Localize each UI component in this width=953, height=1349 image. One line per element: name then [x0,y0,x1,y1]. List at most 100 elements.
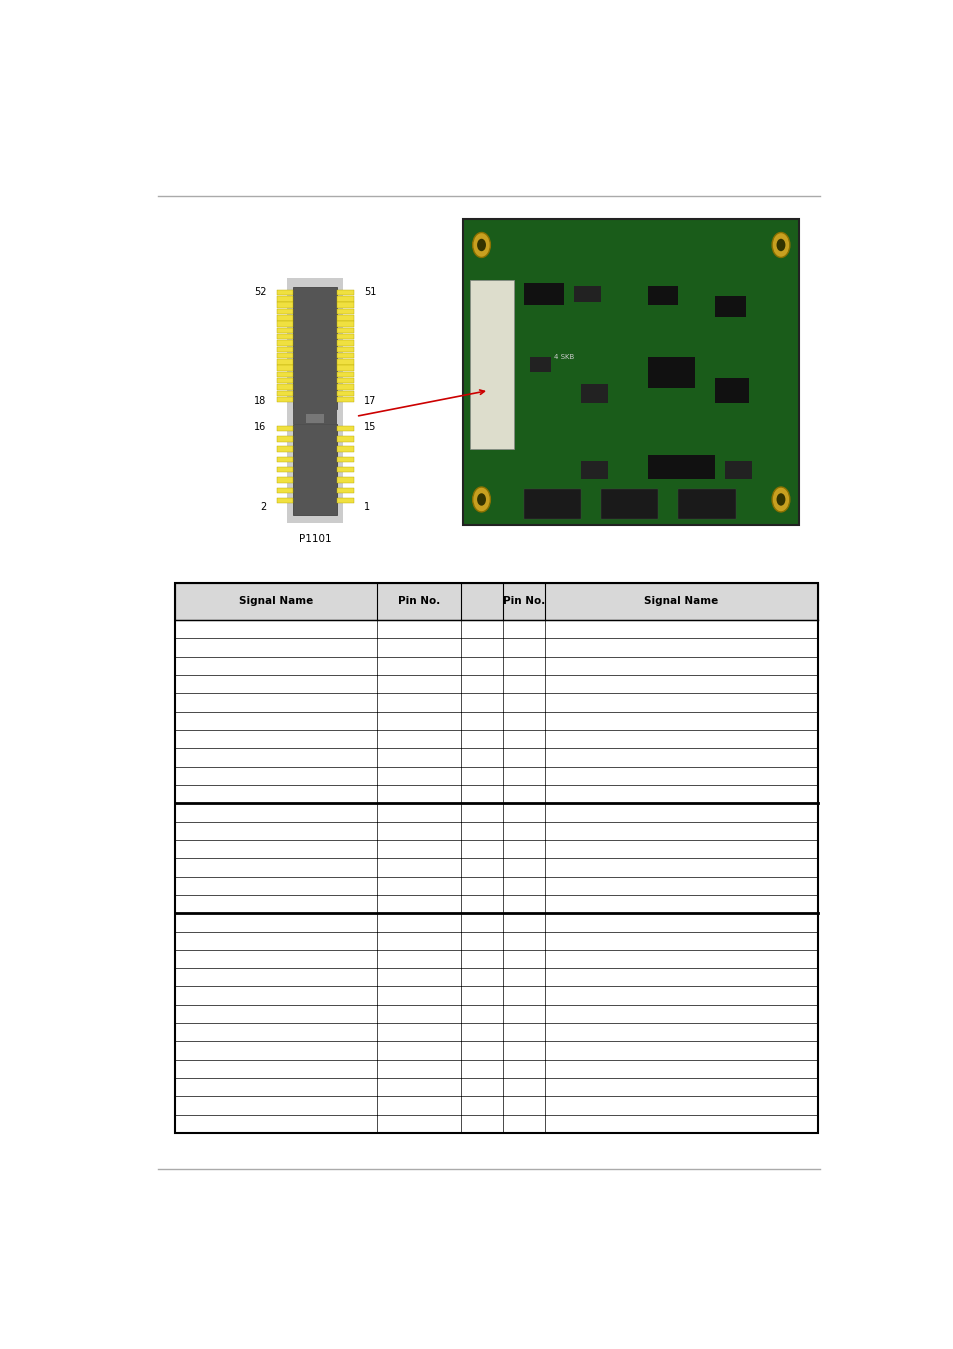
Bar [337,467,354,472]
Bar [337,309,354,314]
Text: 16: 16 [253,422,266,432]
Bar [276,353,293,359]
Text: 18: 18 [253,395,266,406]
Bar [337,321,354,326]
Text: 52: 52 [253,287,266,297]
Bar [337,340,354,345]
Bar [276,426,293,432]
Bar [174,621,817,638]
Bar [337,328,354,333]
Text: 17: 17 [364,395,375,406]
Bar [678,488,735,519]
Bar [174,749,817,766]
Text: P1101: P1101 [298,534,331,544]
Bar [174,711,817,730]
Bar [337,347,354,352]
Bar [337,487,354,492]
Bar [174,583,817,621]
Bar [174,950,817,969]
Bar [337,426,354,432]
Bar [276,372,293,378]
Bar [337,457,354,463]
Circle shape [476,494,485,506]
Bar [276,340,293,345]
Bar [337,447,354,452]
Bar [174,858,817,877]
Bar [337,397,354,402]
Bar [580,384,607,403]
Bar [174,1060,817,1078]
Bar [306,414,324,422]
Bar [276,457,293,463]
Circle shape [776,239,784,251]
Bar [174,1078,817,1097]
Bar [276,378,293,383]
Circle shape [776,494,784,506]
Bar [287,278,343,523]
Text: 4 SKB: 4 SKB [554,353,574,360]
Bar [337,335,354,340]
Bar [293,286,337,409]
Bar [337,391,354,397]
Bar [174,674,817,693]
Bar [174,822,817,840]
Bar [174,803,817,822]
Bar [174,693,817,711]
Bar [174,894,817,913]
Bar [337,498,354,503]
Bar [647,455,715,479]
Bar [276,290,293,295]
Bar [174,1114,817,1133]
Bar [462,219,799,525]
Bar [174,657,817,674]
Bar [293,409,337,424]
Bar [724,461,752,479]
Bar [174,986,817,1005]
Bar [337,359,354,364]
Circle shape [472,232,490,258]
Bar [530,357,550,372]
Bar [174,932,817,950]
Bar [337,384,354,390]
Text: Pin No.: Pin No. [397,596,439,606]
Circle shape [771,487,789,511]
Bar [276,302,293,308]
Bar [276,467,293,472]
Bar [276,321,293,326]
Bar [276,335,293,340]
Bar [574,286,600,302]
Text: 51: 51 [364,287,375,297]
Circle shape [476,239,485,251]
Bar [337,353,354,359]
Bar [174,840,817,858]
Bar [174,877,817,894]
Text: 2: 2 [260,502,266,511]
Bar [276,391,293,397]
Bar [337,297,354,302]
Bar [174,913,817,932]
Bar [276,478,293,483]
Bar [174,638,817,657]
Bar [337,302,354,308]
Bar [174,1097,817,1114]
Bar [276,309,293,314]
Bar [174,1023,817,1041]
Bar [337,378,354,383]
Bar [276,366,293,371]
Bar [276,487,293,492]
Text: Pin No.: Pin No. [502,596,544,606]
Bar [276,397,293,402]
Bar [715,378,748,403]
Circle shape [472,487,490,511]
Bar [276,316,293,321]
Bar [337,372,354,378]
Bar [337,478,354,483]
Text: 15: 15 [364,422,375,432]
Bar [580,461,607,479]
Bar [276,359,293,364]
Bar [276,447,293,452]
Bar [174,766,817,785]
Bar [276,347,293,352]
Bar [174,1041,817,1060]
Bar [276,328,293,333]
